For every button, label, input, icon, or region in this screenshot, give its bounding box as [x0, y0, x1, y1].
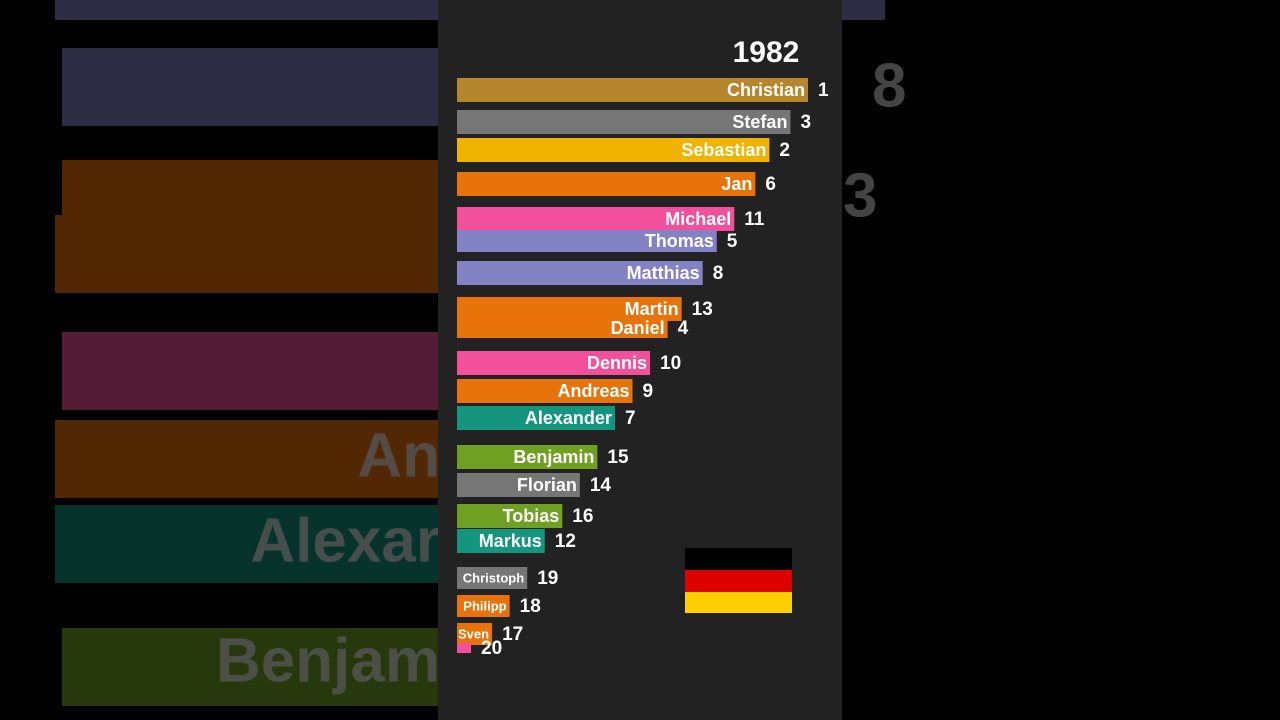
bar	[457, 110, 791, 134]
backdrop-bar	[55, 215, 442, 293]
rank-label: 18	[520, 596, 541, 617]
backdrop-labels: An Alexar Benjam 8 3	[216, 51, 906, 695]
bar-name: Sebastian	[681, 140, 766, 160]
bar	[457, 318, 668, 338]
bar	[457, 379, 633, 403]
backdrop-bar	[62, 48, 442, 126]
backdrop-bar	[62, 332, 442, 410]
rank-label: 7	[625, 408, 636, 429]
rank-label: 3	[800, 112, 811, 133]
backdrop-bar	[62, 160, 442, 238]
blurred-backdrop	[55, 0, 885, 706]
bar	[457, 473, 580, 497]
bar	[457, 297, 682, 321]
bar	[457, 351, 651, 375]
bar	[457, 230, 717, 252]
rank-label: 16	[572, 506, 593, 527]
bar-name: Daniel	[611, 318, 665, 338]
bar-name: Martin	[625, 299, 679, 319]
bar	[457, 261, 703, 285]
bar-name: Stefan	[732, 112, 787, 132]
bar-name: Philipp	[463, 598, 506, 613]
bar	[457, 623, 493, 645]
backdrop-bar	[55, 505, 442, 583]
backdrop-label: 8	[872, 51, 906, 120]
bar-name: Benjamin	[513, 447, 594, 467]
bar-name: Michael	[665, 209, 731, 229]
bar-name: Sven	[458, 626, 489, 641]
bar-name: Markus	[479, 531, 542, 551]
bar-name: Christian	[727, 80, 805, 100]
rank-label: 9	[643, 381, 654, 402]
backdrop-bar	[55, 420, 442, 498]
bars: Christian 1 Stefan 3 Sebastian 2 Jan 6 Michael 11…	[457, 78, 829, 659]
bar	[457, 406, 615, 430]
rank-label: 19	[537, 568, 558, 589]
bar-name: Matthias	[627, 263, 700, 283]
rank-label: 15	[607, 447, 629, 468]
bar	[457, 643, 472, 653]
rank-label: 8	[713, 263, 724, 284]
rank-label: 13	[692, 299, 713, 320]
bar	[457, 504, 563, 528]
bar	[457, 567, 528, 589]
bar	[457, 172, 756, 196]
bar	[457, 138, 770, 162]
bar-name: Jan	[721, 174, 752, 194]
rank-label: 6	[765, 174, 776, 195]
rank-label: 17	[502, 624, 523, 645]
rank-label: 5	[727, 231, 738, 252]
rank-label: 12	[555, 531, 576, 552]
rank-label: 1	[818, 80, 829, 101]
bar-name: Dennis	[587, 353, 647, 373]
bar	[457, 78, 808, 102]
rank-label: 2	[779, 140, 790, 161]
bar	[457, 207, 735, 231]
rank-label: 10	[660, 353, 681, 374]
rank-label: 4	[678, 318, 689, 339]
bar-name: Thomas	[645, 231, 714, 251]
rank-label: 11	[744, 209, 765, 230]
backdrop-label: 3	[843, 161, 877, 230]
bar	[457, 445, 598, 469]
flag-stripe	[685, 592, 792, 613]
rank-label: 20	[481, 638, 502, 659]
rank-label: 14	[590, 475, 612, 496]
bar-name: Christoph	[463, 570, 524, 585]
bar-name: Alexander	[525, 408, 612, 428]
bar	[457, 595, 510, 617]
flag	[685, 548, 792, 613]
bar-name: Florian	[517, 475, 577, 495]
backdrop-bar	[62, 628, 442, 706]
backdrop-label: Alexar	[250, 506, 440, 575]
flag-stripe	[685, 570, 792, 592]
flag-stripe	[685, 548, 792, 570]
year-title: 1982	[733, 36, 800, 69]
backdrop-label: Benjam	[216, 626, 440, 695]
backdrop-label: An	[357, 421, 440, 490]
bar-name: Tobias	[503, 506, 560, 526]
bar-name: Andreas	[557, 381, 629, 401]
bar	[457, 529, 545, 553]
